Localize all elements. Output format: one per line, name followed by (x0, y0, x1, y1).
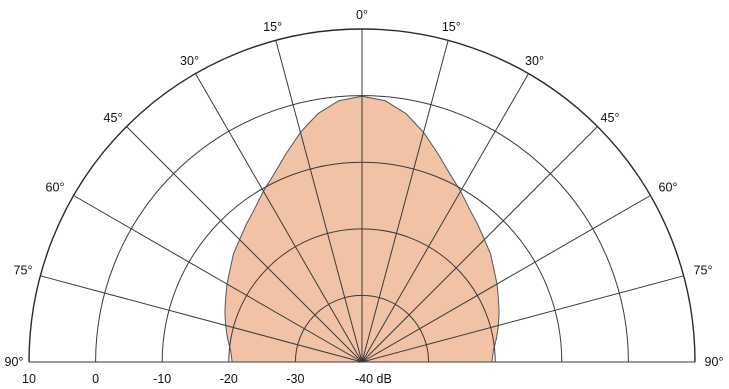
spoke-60 (361, 195, 651, 363)
chart-labels: 0° 15° 15° 30° 30° 45° 45° 60° 60° 75° 75° 90° 90° 10… (5, 8, 724, 386)
spoke-30 (361, 73, 529, 363)
angle-label-left-60: 60° (46, 181, 65, 195)
spoke-15 (361, 40, 449, 363)
angle-label-left-30: 30° (180, 54, 199, 68)
angle-label-right-45: 45° (601, 111, 620, 125)
angle-label-left-45: 45° (104, 111, 123, 125)
angle-label-right-30: 30° (525, 54, 544, 68)
spoke-minus75 (40, 275, 363, 363)
radial-tick-label: -20 (220, 372, 238, 386)
radial-tick-label: -40 dB (355, 372, 392, 386)
spoke-75 (361, 275, 684, 363)
angle-label-right-15: 15° (442, 20, 461, 34)
polar-grid (28, 28, 696, 363)
angle-label-right-90: 90° (705, 355, 724, 369)
angle-label-right-60: 60° (659, 181, 678, 195)
angle-label-left-15: 15° (263, 20, 282, 34)
spoke-minus30 (195, 73, 363, 363)
radial-tick-label: 0 (92, 372, 99, 386)
spoke-minus15 (275, 40, 363, 363)
angle-label-left-90: 90° (5, 355, 24, 369)
spoke-minus60 (73, 195, 363, 363)
radial-tick-label: -30 (286, 372, 304, 386)
radial-tick-label: 10 (22, 372, 36, 386)
radial-tick-label: -10 (153, 372, 171, 386)
spoke-45 (361, 126, 598, 363)
angle-label-left-75: 75° (14, 264, 33, 278)
angle-label-0: 0° (356, 8, 368, 22)
angle-label-right-75: 75° (694, 264, 713, 278)
spoke-minus45 (126, 126, 363, 363)
